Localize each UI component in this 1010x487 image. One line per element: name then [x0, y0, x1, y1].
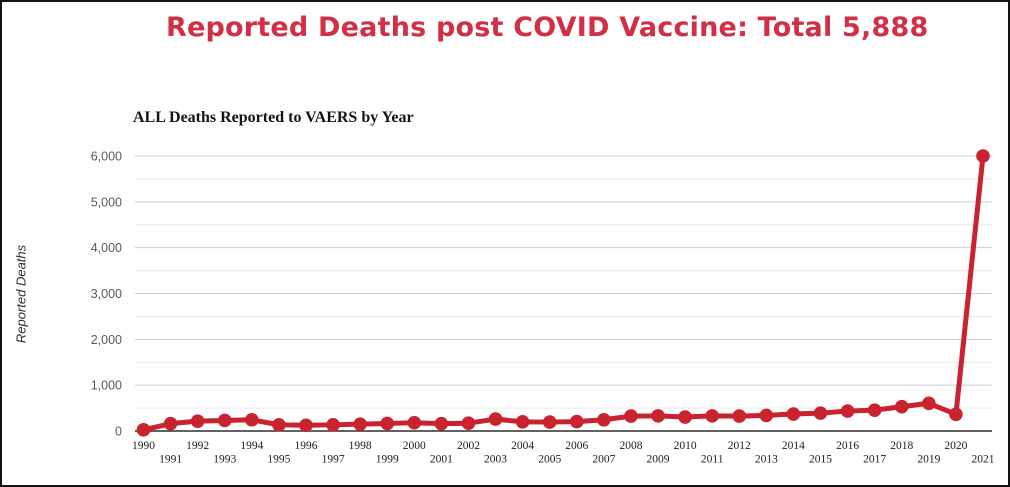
data-point-2009: [651, 409, 665, 423]
data-point-2017: [867, 403, 882, 417]
y-tick-label: 6,000: [91, 150, 122, 164]
x-tick-label-1996: 1996: [294, 440, 317, 452]
y-tick-label: 0: [115, 425, 122, 439]
data-point-1999: [380, 416, 395, 431]
x-tick-label-2021: 2021: [972, 454, 995, 466]
x-tick-label-2008: 2008: [619, 440, 642, 452]
y-tick-label: 2,000: [91, 333, 122, 347]
data-point-2005: [542, 415, 557, 429]
x-tick-label-2009: 2009: [647, 454, 670, 466]
x-tick-label-2020: 2020: [944, 440, 967, 452]
data-point-2000: [407, 415, 422, 430]
x-tick-label-2013: 2013: [755, 454, 778, 466]
x-tick-label-2017: 2017: [863, 454, 886, 466]
data-point-2012: [732, 409, 747, 423]
x-tick-label-1998: 1998: [349, 440, 372, 452]
y-tick-label: 4,000: [91, 241, 122, 255]
x-tick-label-1990: 1990: [132, 440, 155, 452]
data-point-2019: [922, 396, 936, 411]
data-point-2011: [705, 409, 719, 423]
data-point-1997: [326, 418, 340, 432]
x-tick-label-1997: 1997: [322, 454, 345, 466]
x-tick-label-2018: 2018: [890, 440, 913, 452]
y-tick-label: 5,000: [91, 195, 122, 209]
page-title: Reported Deaths post COVID Vaccine: Tota…: [166, 12, 929, 43]
x-tick-label-1993: 1993: [213, 454, 236, 466]
data-point-1995: [272, 418, 286, 432]
data-point-1994: [245, 412, 259, 427]
x-tick-label-2003: 2003: [484, 454, 507, 466]
x-tick-label-2012: 2012: [728, 440, 751, 452]
x-tick-label-2007: 2007: [592, 454, 615, 466]
data-point-2001: [434, 416, 449, 431]
x-tick-label-1995: 1995: [267, 454, 290, 466]
data-point-2010: [678, 410, 692, 424]
x-tick-label-2000: 2000: [403, 440, 426, 452]
data-point-2021: [976, 149, 990, 163]
data-point-1996: [299, 418, 313, 433]
x-tick-label-2011: 2011: [701, 454, 724, 466]
series-line: [141, 153, 986, 433]
data-point-2013: [759, 408, 774, 423]
data-point-2003: [488, 412, 503, 426]
x-tick-label-2006: 2006: [565, 440, 588, 452]
x-tick-label-2016: 2016: [836, 440, 859, 452]
data-point-1990: [136, 423, 151, 437]
x-tick-label-2002: 2002: [457, 440, 480, 452]
x-tick-label-2004: 2004: [511, 440, 534, 452]
data-point-2014: [786, 407, 801, 421]
x-tick-label-2005: 2005: [538, 454, 561, 466]
x-tick-label-2001: 2001: [430, 454, 453, 466]
data-point-2006: [569, 414, 584, 429]
data-point-2008: [624, 409, 638, 423]
y-tick-label: 1,000: [91, 379, 122, 393]
data-point-2020: [949, 407, 963, 422]
x-tick-label-1999: 1999: [376, 454, 399, 466]
data-point-2002: [461, 416, 476, 431]
x-tick-label-2014: 2014: [782, 440, 805, 452]
x-tick-label-2015: 2015: [809, 454, 832, 466]
data-point-2016: [840, 404, 855, 418]
data-point-2007: [597, 412, 611, 427]
x-tick-label-2010: 2010: [674, 440, 697, 452]
data-point-1992: [190, 414, 205, 428]
data-point-1998: [353, 417, 367, 431]
x-tick-label-1994: 1994: [240, 440, 263, 452]
x-tick-label-1992: 1992: [186, 440, 209, 452]
data-point-1991: [163, 416, 178, 431]
y-tick-label: 3,000: [91, 287, 122, 301]
data-point-1993: [217, 413, 232, 428]
chart-title: ALL Deaths Reported to VAERS by Year: [133, 109, 414, 126]
data-point-2018: [894, 399, 909, 414]
data-point-2004: [515, 415, 530, 429]
x-tick-label-2019: 2019: [917, 454, 940, 466]
data-point-2015: [813, 406, 828, 420]
x-tick-label-1991: 1991: [159, 454, 182, 466]
